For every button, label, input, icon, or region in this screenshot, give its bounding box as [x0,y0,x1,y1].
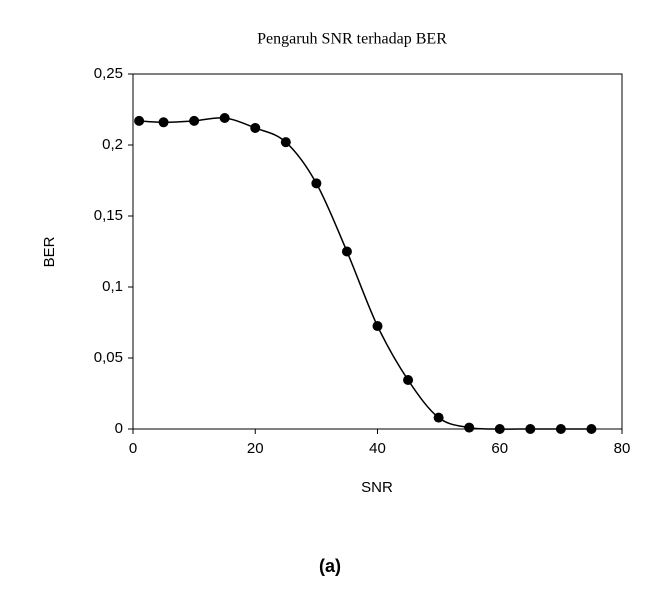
point [586,424,597,434]
plot-frame [132,73,623,430]
point [134,115,145,126]
point [219,113,230,124]
y-axis-label: BER [41,236,58,267]
line [139,117,592,430]
x-tick-label: 0 [129,440,137,457]
point [525,424,536,434]
x-tick-label: 80 [614,440,631,457]
x-axis-label: SNR [361,479,393,496]
point [189,115,200,126]
point [250,122,261,133]
x-tick-label: 60 [491,440,508,457]
point [555,424,566,434]
chart-title: Pengaruh SNR terhadap BER [257,31,447,48]
point [494,424,505,434]
y-tick-label: 0,05 [94,349,123,366]
caption: (a) [319,556,341,576]
y-tick-label: 0,15 [94,207,123,224]
point [464,422,475,433]
point [158,117,169,128]
point [280,137,291,148]
y-tick-label: 0,2 [102,136,123,153]
y-tick-label: 0,1 [102,278,123,295]
point [433,412,444,423]
x-tick-label: 40 [369,440,386,457]
point [403,375,414,386]
point [311,178,322,189]
y-tick-label: 0 [115,420,123,437]
y-tick-label: 0,25 [94,65,123,82]
point [372,321,383,332]
point [341,246,352,257]
x-tick-label: 20 [247,440,264,457]
